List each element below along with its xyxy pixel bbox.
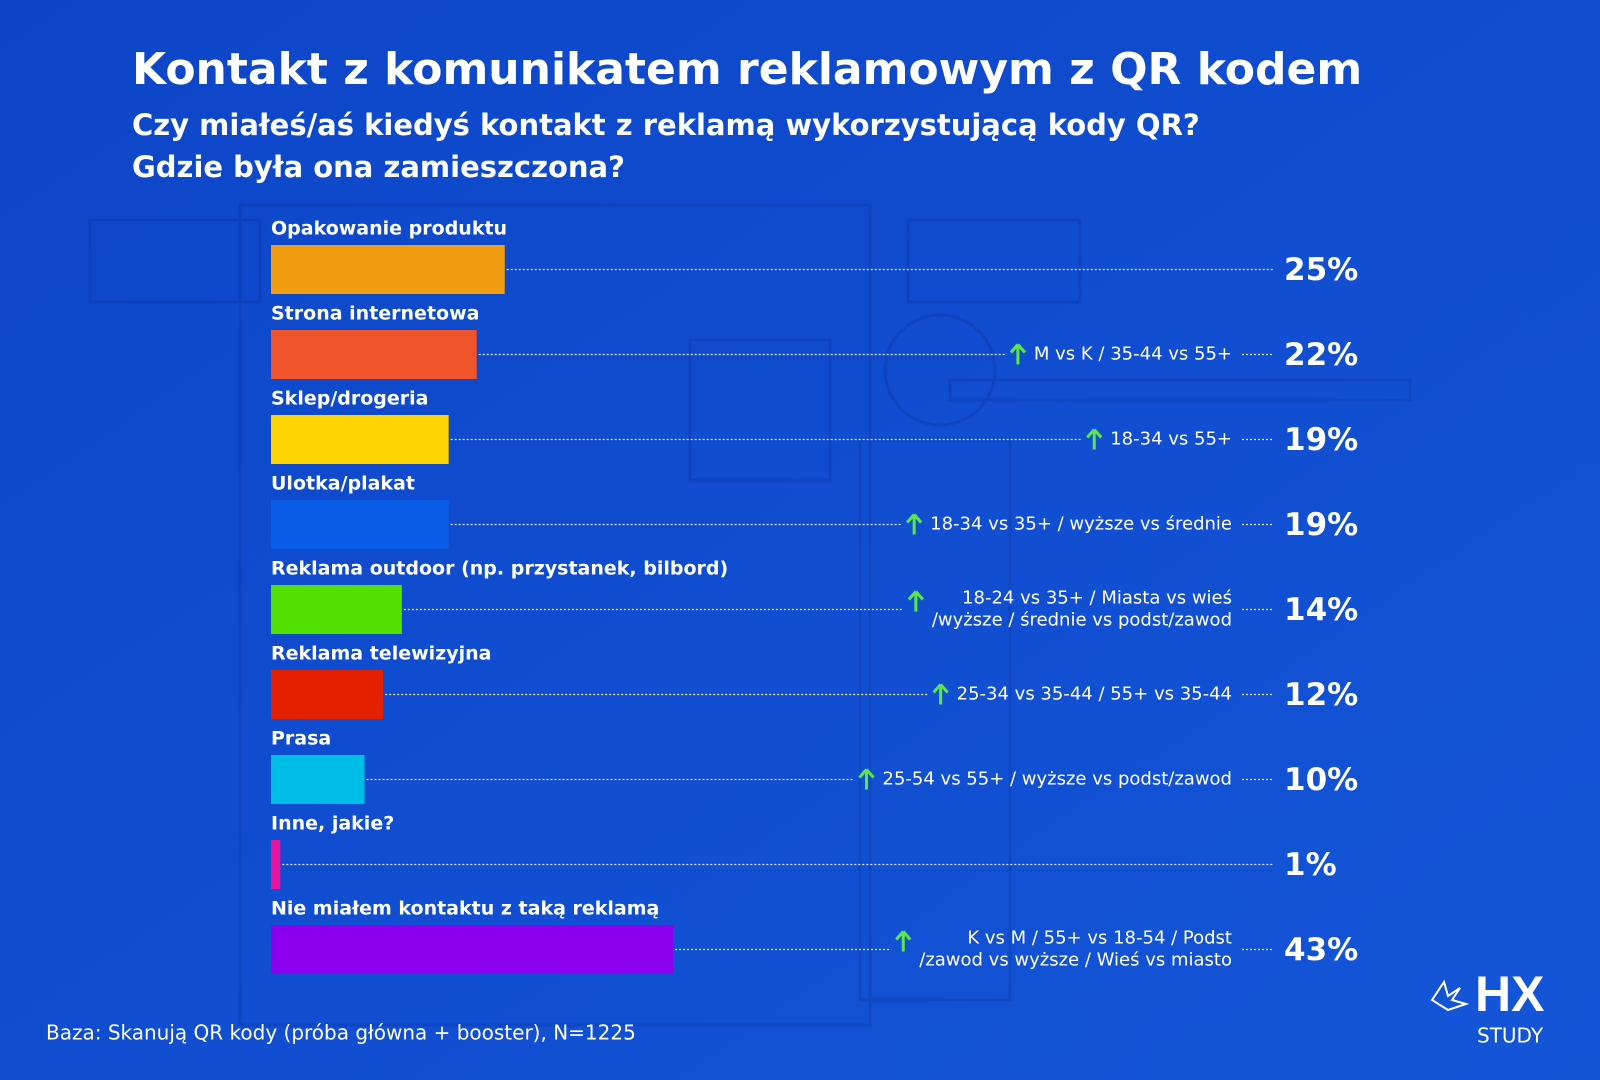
trend-arrow bbox=[1086, 428, 1103, 450]
subtitle: Czy miałeś/aś kiedyś kontakt z reklamą w… bbox=[132, 108, 1200, 142]
category-label: Nie miałem kontaktu z taką reklamą bbox=[271, 898, 659, 920]
note: 25-34 vs 35-44 / 55+ vs 35-44 bbox=[957, 684, 1232, 705]
category-label: Inne, jakie? bbox=[271, 813, 394, 835]
category-label: Reklama outdoor (np. przystanek, bilbord… bbox=[271, 558, 728, 580]
source-note: Baza: Skanują QR kody (próba główna + bo… bbox=[46, 1021, 636, 1045]
logo-name: STUDY bbox=[1477, 1024, 1544, 1048]
bar bbox=[271, 925, 674, 974]
trend-arrow bbox=[907, 590, 924, 612]
bar bbox=[271, 500, 449, 549]
value-label: 10% bbox=[1284, 762, 1358, 798]
note: M vs K / 35-44 vs 55+ bbox=[1034, 344, 1232, 365]
category-label: Reklama telewizyjna bbox=[271, 643, 491, 665]
title: Kontakt z komunikatem reklamowym z QR ko… bbox=[132, 44, 1362, 95]
value-label: 12% bbox=[1284, 677, 1358, 713]
category-label: Prasa bbox=[271, 728, 331, 750]
value-label: 19% bbox=[1284, 422, 1358, 458]
note: 25-54 vs 55+ / wyższe vs podst/zawod bbox=[883, 769, 1232, 790]
note: 18-34 vs 55+ bbox=[1110, 429, 1232, 450]
trend-arrow bbox=[858, 768, 875, 790]
trend-arrow bbox=[932, 683, 949, 705]
trend-arrow bbox=[906, 513, 923, 535]
category-label: Opakowanie produktu bbox=[271, 218, 507, 240]
background-illustration bbox=[88, 203, 1412, 1027]
note: K vs M / 55+ vs 18-54 / Podst bbox=[967, 928, 1232, 949]
bar bbox=[271, 330, 477, 379]
logo: HX STUDY bbox=[1430, 966, 1544, 1048]
note: 18-24 vs 35+ / Miasta vs wieś bbox=[962, 588, 1232, 609]
note: /wyższe / średnie vs podst/zawod bbox=[932, 610, 1232, 631]
value-label: 43% bbox=[1284, 932, 1358, 968]
value-label: 14% bbox=[1284, 592, 1358, 628]
subtitle: Gdzie była ona zamieszczona? bbox=[132, 150, 625, 184]
bar bbox=[271, 670, 384, 719]
category-label: Sklep/drogeria bbox=[271, 388, 428, 410]
bar bbox=[271, 840, 281, 889]
category-label: Strona internetowa bbox=[271, 303, 479, 325]
category-label: Ulotka/plakat bbox=[271, 473, 415, 495]
bar bbox=[271, 245, 505, 294]
bar bbox=[271, 755, 365, 804]
value-label: 1% bbox=[1284, 847, 1337, 883]
trend-arrow bbox=[895, 930, 912, 952]
bar bbox=[271, 585, 402, 634]
logo-star bbox=[1430, 979, 1470, 1012]
note: 18-34 vs 35+ / wyższe vs średnie bbox=[930, 514, 1232, 535]
value-label: 22% bbox=[1284, 337, 1358, 373]
value-label: 19% bbox=[1284, 507, 1358, 543]
logo-mark: HX bbox=[1475, 966, 1544, 1022]
bar bbox=[271, 415, 449, 464]
note: /zawod vs wyższe / Wieś vs miasto bbox=[919, 950, 1232, 971]
trend-arrow bbox=[1009, 343, 1027, 365]
value-label: 25% bbox=[1284, 252, 1358, 288]
